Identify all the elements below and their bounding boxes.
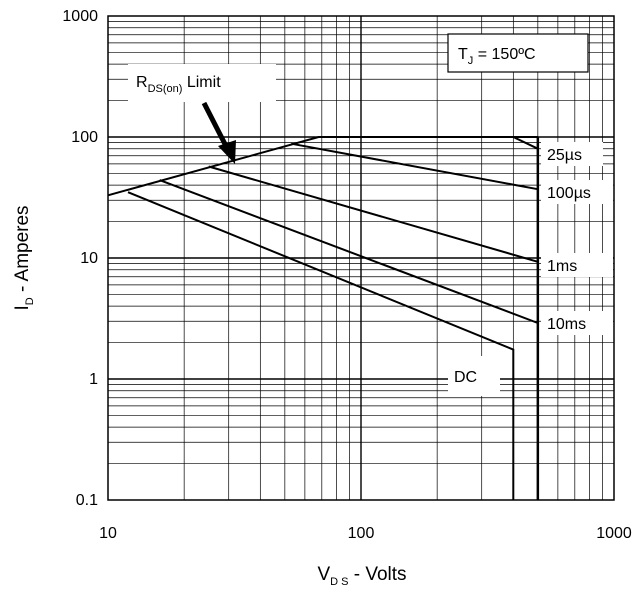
x-axis-rest: - Volts bbox=[348, 564, 406, 585]
tj-sub: J bbox=[468, 55, 474, 67]
y-tick-labels: 1000 100 10 1 0.1 bbox=[62, 8, 98, 509]
y-tick-label: 10 bbox=[80, 250, 98, 267]
rds-arrow bbox=[201, 101, 236, 164]
tj-main: T bbox=[458, 46, 468, 63]
series-line-4 bbox=[127, 191, 515, 500]
series-label-bg bbox=[541, 180, 613, 204]
rds-sub: DS(on) bbox=[148, 83, 183, 95]
rds-limit-label: RDS(on) Limit bbox=[136, 74, 221, 95]
x-tick-label: 1000 bbox=[596, 525, 632, 542]
x-tick-label: 100 bbox=[348, 525, 375, 542]
curves bbox=[107, 136, 540, 500]
series-label-bg bbox=[448, 356, 500, 396]
series-label-bg bbox=[541, 253, 613, 277]
series-line-2 bbox=[208, 165, 539, 263]
x-tick-labels: 10 100 1000 bbox=[99, 525, 632, 542]
series-label: 100µs bbox=[547, 185, 591, 202]
series-label-bg bbox=[541, 142, 603, 166]
y-tick-label: 1 bbox=[89, 371, 98, 388]
x-axis-main: V bbox=[317, 564, 330, 585]
series-label-bg bbox=[541, 311, 613, 335]
series-label: 25µs bbox=[547, 147, 582, 164]
rds-rest: Limit bbox=[182, 74, 221, 91]
x-axis-sub: D S bbox=[330, 576, 348, 588]
tj-rest: = 150ºC bbox=[473, 46, 535, 63]
series-label: 10ms bbox=[547, 316, 586, 333]
x-axis-title: VD S - Volts bbox=[317, 564, 406, 588]
y-tick-label: 100 bbox=[71, 129, 98, 146]
series-label: DC bbox=[454, 369, 477, 386]
tj-label-box bbox=[447, 33, 589, 73]
series-line-1 bbox=[291, 142, 538, 191]
y-tick-label: 1000 bbox=[62, 8, 98, 25]
y-tick-label: 0.1 bbox=[76, 492, 98, 509]
series-line-0 bbox=[318, 136, 539, 150]
series-label: 1ms bbox=[547, 258, 577, 275]
y-axis-title: ID - Amperes bbox=[12, 205, 36, 310]
y-axis-main: I bbox=[12, 305, 33, 310]
y-axis-sub: D bbox=[24, 297, 36, 305]
rds-label-box bbox=[128, 64, 276, 102]
series-line-3 bbox=[159, 179, 539, 324]
tj-label: TJ = 150ºC bbox=[458, 46, 536, 67]
series-labels: 25µs 100µs 1ms 10ms DC bbox=[448, 142, 613, 396]
rds-on-limit-line bbox=[107, 136, 538, 197]
x-tick-label: 10 bbox=[99, 525, 117, 542]
rds-main: R bbox=[136, 74, 148, 91]
plot-frame bbox=[107, 15, 615, 501]
y-axis-rest: - Amperes bbox=[12, 205, 33, 297]
